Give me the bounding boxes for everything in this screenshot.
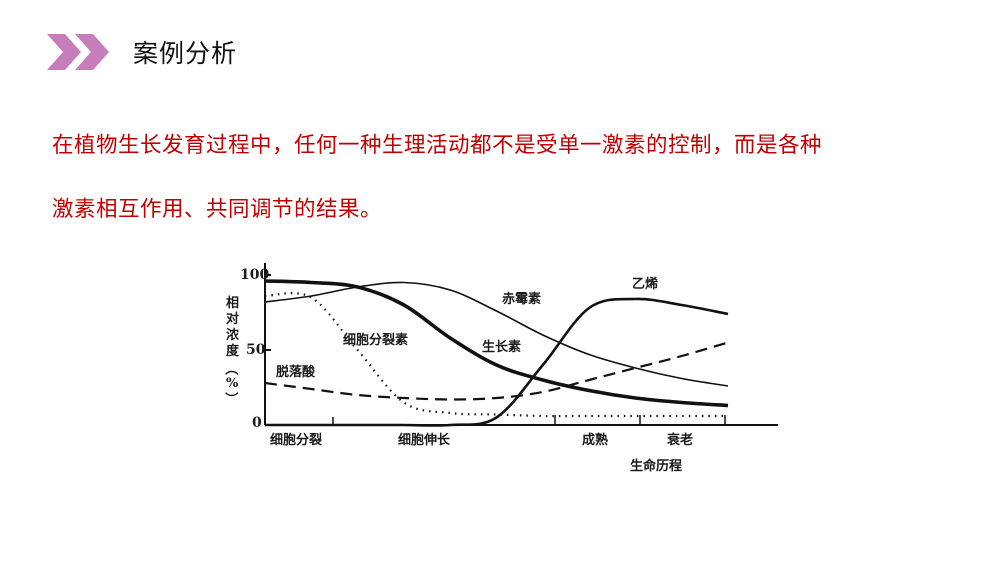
x-axis-title: 生命历程 xyxy=(630,458,682,474)
svg-text:）: ） xyxy=(223,392,239,405)
svg-text:%: % xyxy=(226,376,239,391)
x-stage-cell-division: 细胞分裂 xyxy=(270,432,323,448)
svg-text:（: （ xyxy=(223,362,239,375)
y-tick-50: 50 xyxy=(246,342,266,358)
label-gibberellin: 赤霉素 xyxy=(502,291,541,307)
chart-canvas: 100 50 0 相 对 浓 度 （ % ） 细胞分裂 细胞伸长 成熟 衰老 生… xyxy=(223,263,778,474)
hormone-concentration-chart: 100 50 0 相 对 浓 度 （ % ） 细胞分裂 细胞伸长 成熟 衰老 生… xyxy=(200,255,800,485)
label-ethylene: 乙烯 xyxy=(632,276,658,292)
series-line-赤霉素 xyxy=(264,281,729,387)
label-auxin: 生长素 xyxy=(482,339,521,355)
svg-text:相: 相 xyxy=(226,295,239,311)
double-chevron-right-icon xyxy=(47,34,109,70)
svg-text:度: 度 xyxy=(226,343,240,359)
x-stage-cell-elongation: 细胞伸长 xyxy=(398,432,451,448)
y-axis-label: 相 对 浓 度 （ % ） xyxy=(223,295,240,405)
series-line-脱落酸 xyxy=(264,341,729,401)
x-stage-senescence: 衰老 xyxy=(666,432,693,448)
series-line-生长素 xyxy=(264,279,729,408)
body-text-line-1: 在植物生长发育过程中，任何一种生理活动都不是受单一激素的控制，而是各种 xyxy=(52,133,823,158)
y-tick-100: 100 xyxy=(240,267,269,283)
series-line-乙烯 xyxy=(265,297,729,427)
label-aba: 脱落酸 xyxy=(276,364,316,380)
label-cytokinin: 细胞分裂素 xyxy=(343,332,408,348)
y-tick-0: 0 xyxy=(252,415,262,431)
section-header: 案例分析 xyxy=(45,30,237,74)
section-title: 案例分析 xyxy=(133,39,238,68)
svg-text:浓: 浓 xyxy=(226,327,240,343)
body-text-line-2: 激素相互作用、共同调节的结果。 xyxy=(52,197,383,222)
x-stage-maturation: 成熟 xyxy=(582,432,608,448)
svg-text:对: 对 xyxy=(226,311,239,327)
